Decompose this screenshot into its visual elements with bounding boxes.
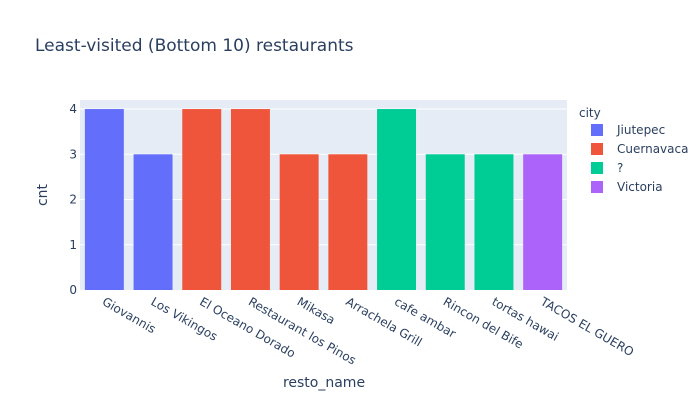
bar — [425, 154, 465, 290]
y-tick-label: 1 — [69, 238, 77, 252]
bar — [230, 109, 270, 290]
y-tick-labels: 0 1 2 3 4 — [69, 102, 77, 297]
bar — [279, 154, 319, 290]
bar — [182, 109, 222, 290]
legend-swatch[interactable] — [591, 162, 603, 174]
bar — [84, 109, 124, 290]
y-tick-label: 3 — [69, 147, 77, 161]
chart-title: Least-visited (Bottom 10) restaurants — [35, 36, 354, 56]
bars — [84, 109, 563, 290]
y-tick-label: 0 — [69, 283, 77, 297]
bar — [474, 154, 514, 290]
legend-swatch[interactable] — [591, 143, 603, 155]
bar — [377, 109, 417, 290]
legend-label[interactable]: Jiutepec — [616, 123, 665, 137]
legend-title: city — [579, 106, 601, 120]
bar — [328, 154, 368, 290]
legend-swatch[interactable] — [591, 124, 603, 136]
legend-label[interactable]: Victoria — [617, 180, 663, 194]
bar — [133, 154, 173, 290]
legend: city Jiutepec Cuernavaca? Victoria — [579, 106, 688, 194]
legend-swatch[interactable] — [591, 181, 603, 193]
x-axis-title: resto_name — [283, 375, 365, 391]
y-tick-label: 4 — [69, 102, 77, 116]
bar — [523, 154, 563, 290]
legend-label[interactable]: ? — [617, 161, 623, 175]
y-tick-label: 2 — [69, 193, 77, 207]
y-axis-title: cnt — [35, 183, 51, 206]
legend-label[interactable]: Cuernavaca — [617, 142, 688, 156]
